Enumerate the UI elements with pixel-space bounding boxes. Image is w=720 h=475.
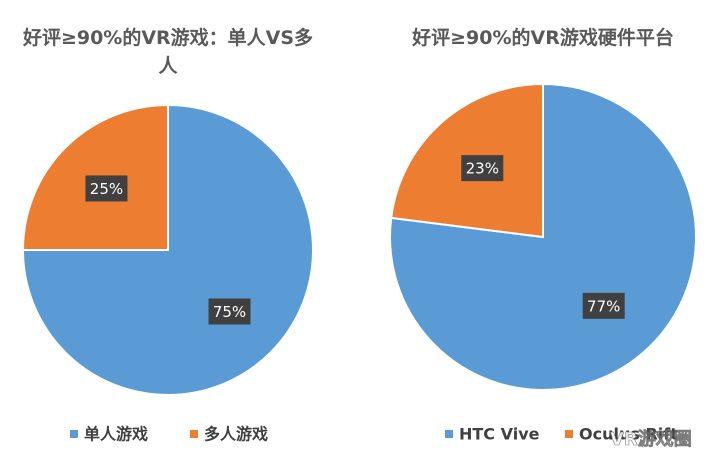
label-box [582, 292, 625, 319]
data-label: 77% [587, 297, 620, 315]
data-label: 75% [213, 303, 246, 321]
label-box [208, 298, 251, 325]
chart-title: 好评≥90%的VR游戏：单人VS多人 [22, 27, 314, 77]
data-label: 23% [466, 160, 499, 178]
chart-title: 好评≥90%的VR游戏硬件平台 [412, 27, 674, 49]
label-box [461, 155, 504, 182]
legend-label: HTC Vive [459, 425, 540, 444]
legend-swatch [565, 430, 573, 438]
legend-label: 单人游戏 [84, 425, 148, 444]
legend-swatch [70, 430, 78, 438]
legend-swatch [190, 430, 198, 438]
data-label: 25% [90, 180, 123, 198]
label-box [85, 175, 128, 202]
legend-label: 多人游戏 [204, 425, 268, 444]
watermark: VR游戏圈 [610, 428, 692, 450]
legend-label: Oculus Rift [579, 425, 678, 444]
legend-swatch [445, 430, 453, 438]
